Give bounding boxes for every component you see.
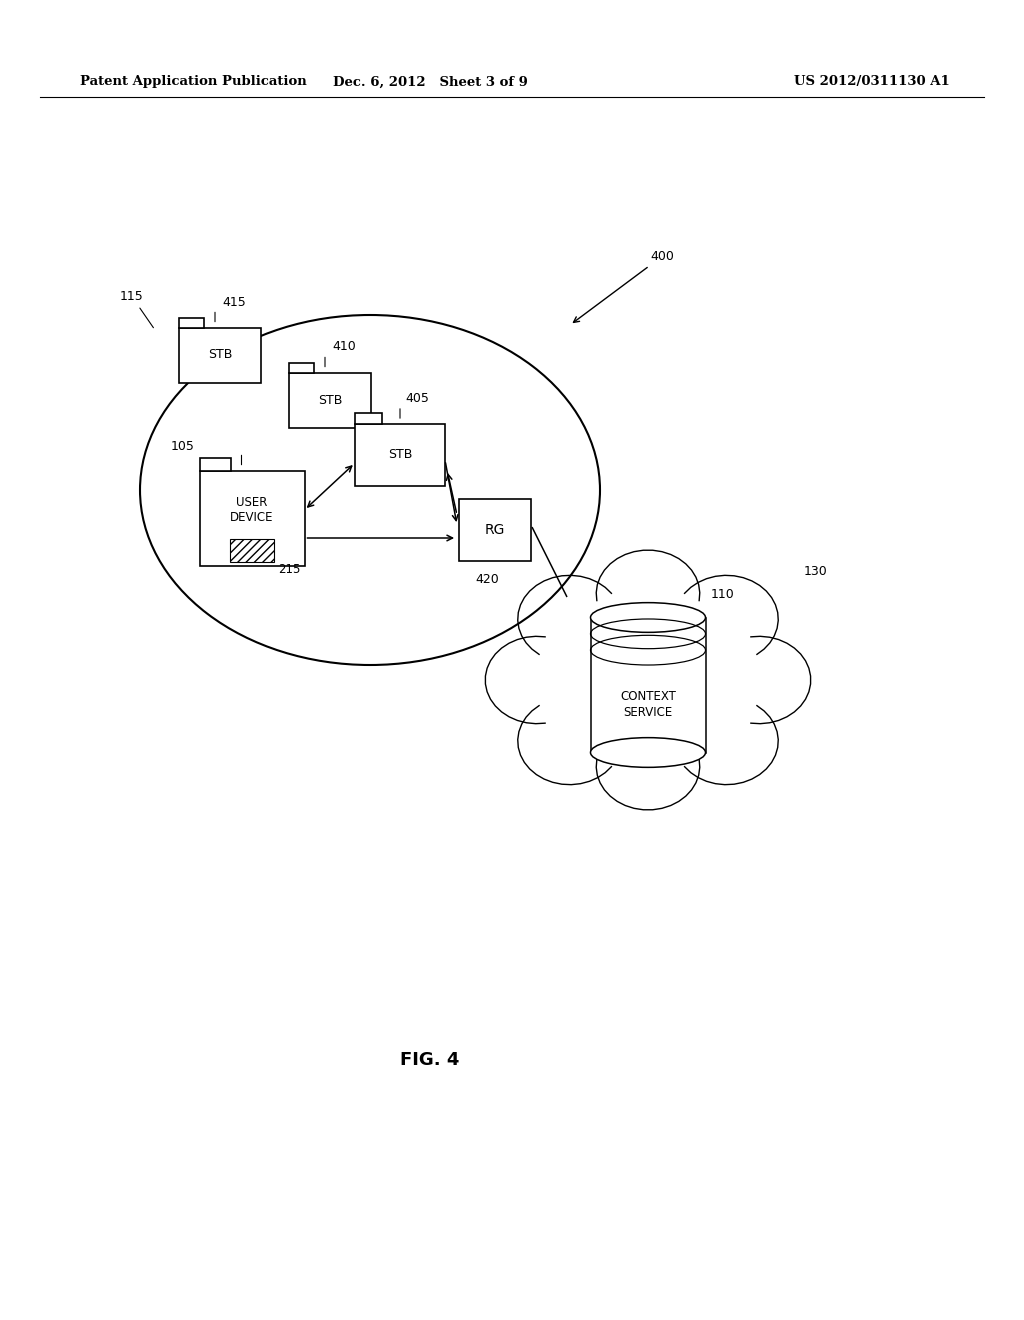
Text: 415: 415: [222, 296, 246, 309]
Text: 420: 420: [475, 573, 499, 586]
Bar: [289, 363, 313, 372]
Bar: [179, 318, 204, 327]
Text: STB: STB: [317, 393, 342, 407]
Text: STB: STB: [208, 348, 232, 362]
Bar: [355, 424, 445, 486]
Text: 215: 215: [279, 564, 300, 576]
Text: CONTEXT
SERVICE: CONTEXT SERVICE: [621, 690, 676, 719]
Bar: [591, 618, 706, 752]
Text: FIG. 4: FIG. 4: [400, 1051, 460, 1069]
Text: 110: 110: [711, 587, 734, 601]
Text: 400: 400: [573, 249, 674, 322]
Ellipse shape: [591, 603, 706, 632]
Text: STB: STB: [388, 449, 413, 462]
Text: USER
DEVICE: USER DEVICE: [230, 496, 273, 524]
Text: Patent Application Publication: Patent Application Publication: [80, 75, 307, 88]
Bar: [459, 499, 531, 561]
Bar: [200, 458, 231, 470]
Ellipse shape: [140, 315, 600, 665]
Bar: [230, 539, 274, 561]
Text: US 2012/0311130 A1: US 2012/0311130 A1: [795, 75, 950, 88]
Text: Dec. 6, 2012   Sheet 3 of 9: Dec. 6, 2012 Sheet 3 of 9: [333, 75, 527, 88]
Bar: [355, 413, 382, 424]
Text: RG: RG: [484, 523, 505, 537]
Text: 130: 130: [804, 565, 827, 578]
Text: 105: 105: [171, 441, 195, 454]
Bar: [200, 470, 304, 565]
Polygon shape: [515, 577, 781, 784]
Text: 410: 410: [332, 341, 355, 354]
Bar: [289, 372, 371, 428]
Ellipse shape: [591, 738, 706, 767]
Text: 115: 115: [120, 290, 154, 327]
Text: 405: 405: [406, 392, 429, 405]
Bar: [179, 327, 261, 383]
